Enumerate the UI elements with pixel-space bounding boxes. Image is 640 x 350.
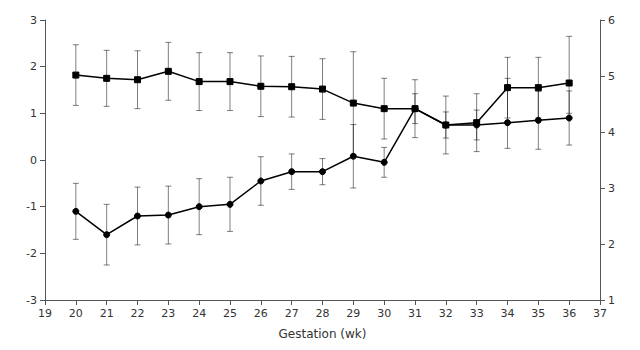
svg-text:33: 33 [470,307,484,320]
svg-text:34: 34 [501,307,515,320]
svg-text:28: 28 [316,307,330,320]
svg-text:1: 1 [608,294,615,307]
svg-text:30: 30 [377,307,391,320]
svg-text:3: 3 [608,182,615,195]
svg-text:29: 29 [346,307,360,320]
svg-text:25: 25 [223,307,237,320]
svg-text:27: 27 [285,307,299,320]
svg-text:35: 35 [531,307,545,320]
svg-text:-1: -1 [26,200,37,213]
svg-text:32: 32 [439,307,453,320]
svg-text:3: 3 [30,14,37,27]
svg-text:-3: -3 [26,294,37,307]
svg-text:36: 36 [562,307,576,320]
svg-text:1: 1 [30,107,37,120]
svg-text:22: 22 [131,307,145,320]
svg-text:6: 6 [608,14,615,27]
svg-text:19: 19 [38,307,52,320]
svg-text:20: 20 [69,307,83,320]
svg-text:4: 4 [608,126,615,139]
svg-text:-2: -2 [26,247,37,260]
svg-text:5: 5 [608,70,615,83]
svg-text:23: 23 [161,307,175,320]
svg-text:Gestation (wk): Gestation (wk) [279,327,367,341]
svg-text:0: 0 [30,154,37,167]
svg-text:31: 31 [408,307,422,320]
svg-text:2: 2 [30,60,37,73]
svg-text:2: 2 [608,238,615,251]
svg-text:21: 21 [100,307,114,320]
svg-text:24: 24 [192,307,206,320]
svg-text:37: 37 [593,307,607,320]
svg-text:26: 26 [254,307,268,320]
